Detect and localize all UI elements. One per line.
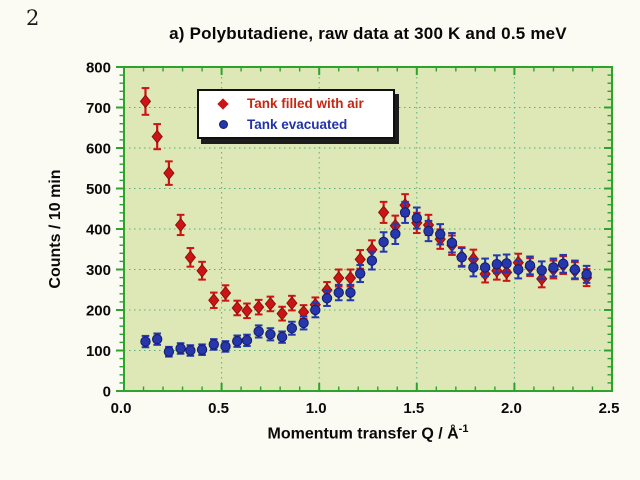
x-axis-label-text: Momentum transfer Q / Å: [267, 425, 459, 443]
red-diamond-icon: [217, 97, 229, 110]
chart-title: a) Polybutadiene, raw data at 300 K and …: [169, 24, 567, 43]
plot-frame: [123, 66, 613, 392]
svg-text:0.5: 0.5: [208, 400, 229, 417]
legend-marker-cell: [199, 97, 247, 110]
svg-text:200: 200: [86, 302, 111, 319]
legend-label-evacuated: Tank evacuated: [247, 117, 348, 132]
svg-text:2.5: 2.5: [599, 400, 620, 417]
svg-text:2.0: 2.0: [501, 400, 522, 417]
svg-text:500: 500: [86, 181, 111, 198]
page-number: 2: [26, 6, 40, 30]
legend-label-air: Tank filled with air: [247, 96, 364, 111]
x-axis-label-sup: -1: [458, 423, 469, 435]
x-tick-labels: 0.0 0.5 1.0 1.5 2.0 2.5: [111, 400, 620, 417]
svg-text:1.0: 1.0: [306, 400, 327, 417]
svg-text:400: 400: [86, 221, 111, 238]
legend-row-air: Tank filled with air: [199, 93, 393, 114]
svg-text:600: 600: [86, 140, 111, 157]
svg-text:0: 0: [103, 383, 111, 400]
legend-marker-cell: [199, 120, 247, 129]
svg-text:300: 300: [86, 262, 111, 279]
blue-circle-icon: [218, 120, 228, 129]
y-axis-label: Counts / 10 min: [47, 169, 64, 289]
legend-row-evacuated: Tank evacuated: [199, 114, 393, 135]
svg-text:0.0: 0.0: [111, 400, 132, 417]
legend: Tank filled with air Tank evacuated: [197, 89, 395, 139]
svg-text:100: 100: [86, 343, 111, 360]
x-axis-label: Momentum transfer Q / Å-1: [124, 423, 612, 443]
svg-text:1.5: 1.5: [403, 400, 424, 417]
svg-text:700: 700: [86, 100, 111, 117]
y-tick-labels: 0 100 200 300 400 500 600 700 800: [86, 59, 111, 400]
series-evacuated: [140, 200, 592, 358]
svg-text:800: 800: [86, 59, 111, 76]
